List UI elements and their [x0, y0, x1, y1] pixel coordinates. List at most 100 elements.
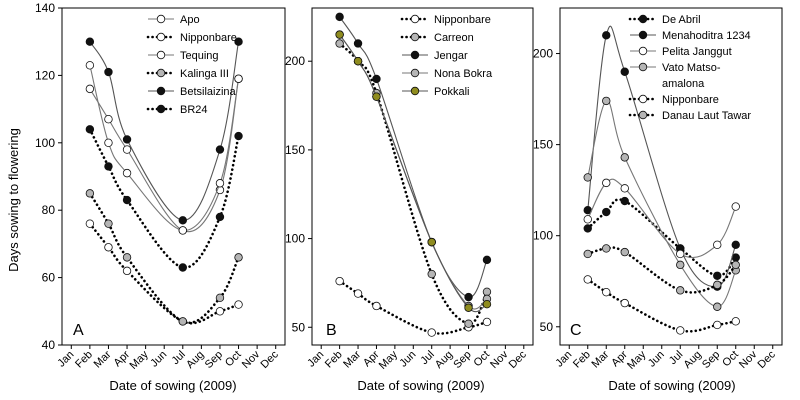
x-tick-label: May — [128, 348, 152, 372]
data-point — [427, 237, 436, 247]
data-point — [335, 12, 344, 22]
data-point — [583, 173, 592, 182]
legend-marker — [638, 46, 648, 56]
data-point — [178, 263, 187, 272]
data-point — [602, 96, 611, 106]
x-tick-label: Jun — [397, 349, 418, 370]
series-4 — [85, 37, 243, 225]
data-point — [482, 287, 492, 296]
data-point — [427, 269, 436, 279]
series-2 — [85, 61, 243, 235]
data-point — [335, 39, 344, 48]
data-point — [427, 328, 436, 337]
legend-label: BR24 — [180, 104, 208, 116]
data-point — [482, 317, 492, 327]
data-point — [602, 31, 611, 40]
series-line — [89, 78, 240, 233]
x-tick-label: Nov — [737, 348, 760, 371]
data-point — [713, 240, 722, 250]
panel-label-b: B — [326, 322, 337, 339]
data-point — [620, 247, 629, 257]
legend-marker — [638, 94, 648, 104]
plot-frame — [559, 7, 783, 346]
data-point — [602, 287, 611, 297]
legend-marker — [156, 86, 166, 96]
data-point — [583, 249, 592, 259]
data-point — [335, 30, 344, 39]
x-tick-label: Feb — [571, 349, 593, 371]
y-tick-label: 40 — [42, 338, 56, 352]
data-point — [731, 317, 740, 326]
data-point — [104, 115, 113, 124]
data-point — [464, 319, 473, 328]
legend-marker — [156, 32, 166, 42]
data-point — [122, 266, 132, 276]
x-tick-label: Nov — [488, 348, 511, 371]
data-point — [85, 125, 95, 134]
x-tick-label: Mar — [92, 348, 114, 370]
data-point — [178, 216, 187, 225]
data-point — [234, 131, 243, 141]
legend-marker — [410, 86, 420, 96]
y-tick-label: 50 — [540, 320, 554, 334]
x-tick-label: Nov — [240, 348, 263, 371]
panel-label-c: C — [570, 322, 582, 339]
x-tick-label: May — [377, 348, 401, 372]
legend-label: Nona Bokra — [434, 68, 493, 80]
panel-b: B Date of sowing (2009) — [326, 322, 485, 393]
x-tick-label: Aug — [184, 349, 206, 371]
x-tick-label: Sep — [700, 349, 722, 371]
series-3 — [85, 189, 243, 326]
legend-marker — [638, 110, 648, 120]
x-tick-label: Oct — [720, 349, 741, 370]
data-point — [583, 224, 592, 233]
legend-label: Nipponbare — [662, 94, 719, 106]
x-tick-label: Oct — [223, 349, 244, 370]
x-tick-label: Sep — [451, 349, 473, 371]
legend: De Abril Menahoditra 1234 Pelita Janggut Va… — [628, 14, 751, 122]
data-point — [353, 289, 363, 298]
legend-label: Carreon — [434, 32, 474, 44]
y-tick-label: 60 — [42, 271, 56, 285]
data-point — [713, 271, 722, 280]
series-0 — [583, 196, 740, 280]
series-4 — [335, 30, 492, 313]
y-tick-label: 50 — [292, 320, 306, 334]
series-3 — [583, 96, 740, 311]
data-point — [85, 189, 95, 198]
data-point — [122, 195, 132, 205]
legend: Apo Nipponbare Tequing Kalinga III Betsilaiz… — [146, 14, 237, 116]
legend-label: Danau Laut Tawar — [662, 110, 751, 122]
data-point — [122, 253, 132, 262]
data-point — [122, 145, 132, 154]
legend: Nipponbare Carreon Jengar Nona Bokra Pokkali — [400, 14, 493, 98]
x-tick-label: Oct — [471, 349, 492, 370]
legend-label: Apo — [180, 14, 200, 26]
legend-marker — [410, 14, 420, 24]
legend-label: Nipponbare — [434, 14, 491, 26]
data-point — [620, 298, 629, 308]
legend-label: Menahoditra 1234 — [662, 30, 751, 42]
y-tick-label: 100 — [533, 229, 553, 243]
x-tick-label: Jan — [305, 349, 326, 370]
panel-label-a: A — [73, 322, 84, 339]
data-point — [620, 196, 629, 206]
data-point — [602, 244, 611, 253]
legend-label: Pokkali — [434, 86, 469, 98]
x-tick-label: Jan — [55, 349, 76, 370]
x-tick-label: Feb — [73, 349, 95, 371]
data-point — [464, 303, 473, 312]
y-tick-label: 80 — [42, 203, 56, 217]
plot-frame — [311, 7, 534, 346]
x-axis-title-b: Date of sowing (2009) — [357, 378, 484, 393]
data-point — [85, 219, 95, 228]
series-5 — [583, 244, 740, 295]
data-point — [85, 84, 95, 94]
x-tick-label: Dec — [507, 348, 530, 371]
series-1 — [335, 39, 492, 328]
data-point — [178, 226, 187, 235]
data-point — [602, 178, 611, 188]
data-point — [85, 37, 95, 46]
data-point — [713, 302, 722, 311]
